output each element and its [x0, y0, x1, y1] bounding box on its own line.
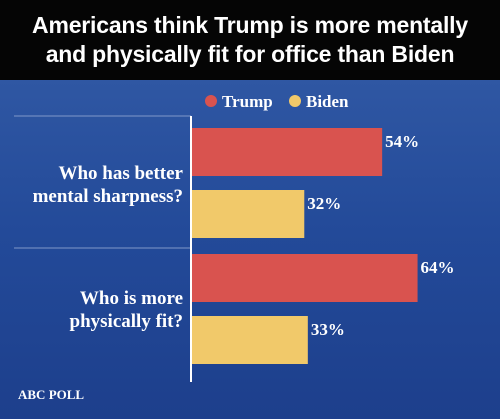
legend-marker-trump [205, 95, 217, 107]
value-label-trump: 54% [385, 132, 419, 151]
value-label-biden: 33% [311, 320, 345, 339]
bar-trump [191, 128, 383, 176]
legend-label-biden: Biden [306, 92, 349, 111]
category-label: mental sharpness? [33, 186, 183, 207]
bar-biden [191, 190, 305, 238]
category-label: physically fit? [70, 311, 183, 332]
bar-trump [191, 254, 418, 302]
legend-label-trump: Trump [222, 92, 273, 111]
source-label: ABC POLL [18, 387, 84, 402]
category-label: Who has better [58, 163, 183, 184]
bar-biden [191, 316, 308, 364]
category-label: Who is more [80, 288, 183, 309]
title-line-1: Americans think Trump is more mentally [32, 12, 468, 38]
legend-marker-biden [289, 95, 301, 107]
value-label-biden: 32% [307, 194, 341, 213]
value-label-trump: 64% [421, 258, 455, 277]
title-bar: Americans think Trump is more mentally a… [0, 0, 500, 80]
title-line-2: and physically fit for office than Biden [45, 41, 455, 67]
